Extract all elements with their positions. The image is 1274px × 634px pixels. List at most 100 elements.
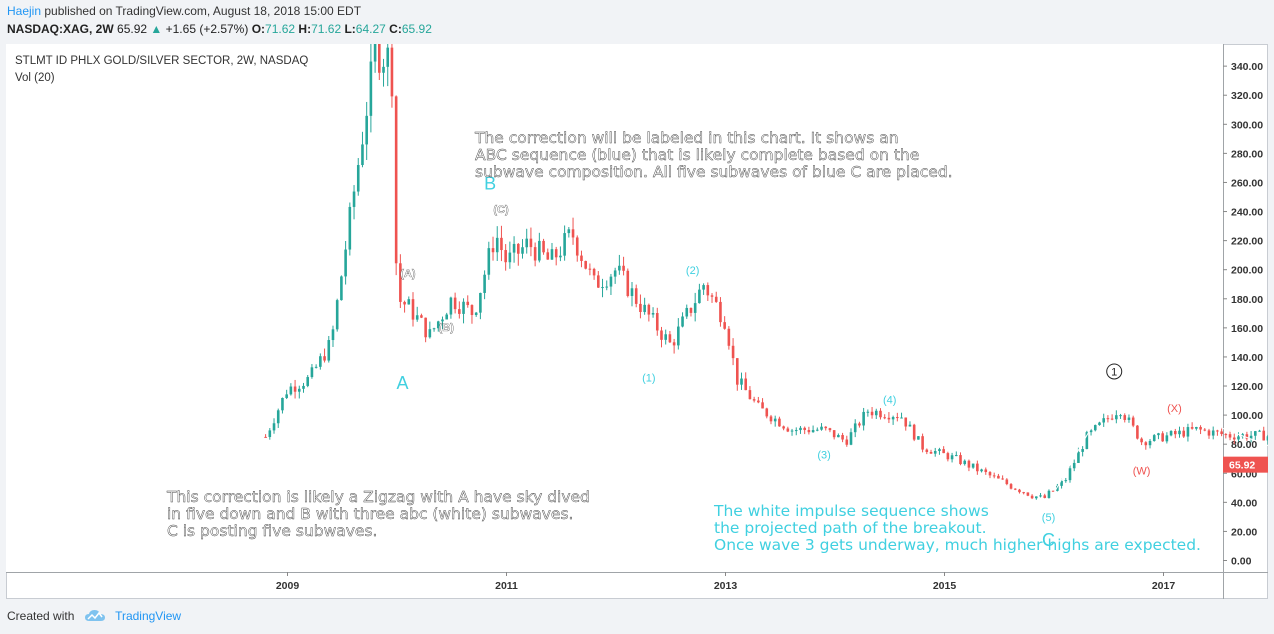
- wave-label: (A): [400, 268, 416, 280]
- candle-body: [1178, 430, 1181, 435]
- candle-body: [580, 255, 583, 261]
- candle-body: [811, 430, 815, 433]
- x-tick-label: 2011: [495, 580, 518, 592]
- y-tick-label: 260.00: [1231, 177, 1263, 189]
- author-link[interactable]: Haejin: [7, 4, 42, 18]
- wave-label: (C): [493, 204, 509, 216]
- candle-body: [634, 288, 638, 304]
- candle-body: [757, 400, 760, 403]
- candle-body: [1093, 425, 1097, 431]
- candle-body: [597, 275, 600, 288]
- candle-body: [1001, 478, 1004, 480]
- candle-body: [845, 439, 849, 445]
- y-tick-label: 120.00: [1231, 381, 1263, 393]
- candle-body: [689, 307, 693, 313]
- candle-body: [744, 378, 748, 391]
- candle-body: [512, 243, 516, 253]
- candle-body: [449, 297, 453, 315]
- candle-body: [723, 322, 726, 329]
- candle-body: [912, 424, 916, 440]
- price-chart[interactable]: 340.00 320.00 300.00 280.00 260.00 240.00 220.…: [6, 44, 1268, 599]
- x-tick-label: 2009: [276, 580, 300, 592]
- candle-body: [533, 247, 537, 261]
- candle-body: [424, 317, 427, 338]
- candle-body: [1115, 415, 1118, 420]
- circle-wave-label: 1: [1106, 363, 1123, 380]
- close-label: C:: [389, 22, 402, 36]
- y-tick-label: 40.00: [1231, 497, 1257, 509]
- candle-body: [281, 397, 284, 411]
- candle-body: [297, 388, 301, 392]
- candle-body: [588, 268, 592, 270]
- candle-body: [626, 270, 630, 296]
- candle-body: [1144, 442, 1148, 446]
- candle-body: [1060, 480, 1063, 486]
- candle-body: [938, 449, 941, 452]
- candle-body: [331, 329, 335, 341]
- candle-body: [874, 410, 878, 416]
- candle-body: [769, 416, 773, 422]
- candle-body: [799, 427, 802, 431]
- candle-body: [382, 66, 385, 73]
- candle-body: [1199, 426, 1202, 430]
- candle-body: [394, 96, 398, 264]
- candle-body: [946, 453, 950, 460]
- candle-body: [908, 424, 912, 427]
- candle-body: [706, 285, 710, 296]
- candle-body: [921, 436, 924, 450]
- candle-body: [1254, 431, 1257, 436]
- candle-body: [643, 304, 646, 313]
- candle-body: [693, 303, 697, 313]
- candle-body: [327, 340, 331, 361]
- candle-body: [285, 394, 288, 398]
- candle-body: [1127, 417, 1131, 420]
- wave-label: (5): [1042, 512, 1055, 524]
- candle-body: [853, 423, 857, 433]
- annotation-bottom-right-line: Once wave 3 gets underway, much higher h…: [714, 536, 1201, 554]
- y-tick-label: 320.00: [1231, 90, 1263, 102]
- candle-body: [1005, 479, 1009, 485]
- candle-body: [479, 292, 482, 313]
- candle-body: [470, 305, 474, 315]
- candle-body: [348, 206, 352, 250]
- created-with-label: Created with: [7, 609, 75, 623]
- candle-body: [950, 455, 954, 460]
- candle-body: [1190, 427, 1194, 429]
- candle-body: [765, 408, 769, 417]
- candle-body: [1207, 430, 1211, 436]
- candle-body: [420, 315, 423, 318]
- candle-body: [1077, 451, 1080, 463]
- candle-body: [698, 289, 701, 304]
- candle-body: [904, 417, 908, 427]
- tradingview-link[interactable]: TradingView: [115, 609, 182, 623]
- price-change: +1.65 (+2.57%): [165, 22, 249, 36]
- candle-body: [1211, 430, 1215, 436]
- candle-body: [1203, 429, 1207, 431]
- candle-body: [1237, 436, 1240, 440]
- candle-body: [630, 288, 634, 296]
- y-tick-label: 100.00: [1231, 410, 1263, 422]
- candle-body: [622, 265, 625, 271]
- candle-body: [879, 410, 882, 418]
- candle-body: [719, 301, 722, 323]
- candle-body: [997, 475, 1000, 479]
- wave-line: [1114, 387, 1268, 446]
- annotation-top-line: ABC sequence (blue) that is likely compl…: [475, 146, 919, 164]
- candle-body: [306, 377, 310, 386]
- candle-body: [959, 455, 962, 465]
- candle-body: [516, 243, 520, 254]
- candle-body: [849, 432, 853, 445]
- low-label: L:: [344, 22, 356, 36]
- candle-body: [1026, 492, 1030, 496]
- candle-body: [837, 435, 840, 438]
- candle-body: [1136, 425, 1139, 439]
- candle-body: [474, 312, 478, 315]
- symbol-label: NASDAQ:XAG, 2W: [7, 22, 114, 36]
- candle-body: [466, 301, 470, 306]
- candle-body: [1123, 415, 1127, 420]
- x-tick-label: 2017: [1152, 580, 1176, 592]
- candle-body: [942, 449, 945, 454]
- close-value: 65.92: [401, 22, 432, 36]
- candle-body: [441, 319, 444, 322]
- candle-body: [664, 334, 667, 340]
